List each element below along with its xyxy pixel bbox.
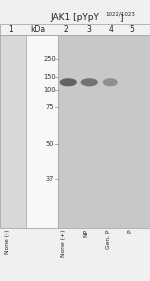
- Text: JAK1 [pYpY: JAK1 [pYpY: [51, 13, 99, 22]
- Text: 1: 1: [8, 25, 13, 34]
- Text: NP: NP: [84, 229, 88, 237]
- Text: 250: 250: [43, 56, 56, 62]
- Text: 5: 5: [130, 25, 134, 34]
- Bar: [0, 35, 150, 228]
- Text: 150: 150: [43, 74, 56, 80]
- Text: None (+): None (+): [61, 229, 66, 257]
- Text: 37: 37: [45, 176, 54, 182]
- Text: 4: 4: [109, 25, 113, 34]
- Bar: [0, 35, 26, 228]
- Bar: [26, 35, 58, 228]
- Text: 3: 3: [86, 25, 91, 34]
- Text: P: P: [127, 229, 132, 233]
- Text: 100: 100: [43, 87, 56, 93]
- Text: 1022/1023: 1022/1023: [106, 11, 136, 16]
- Ellipse shape: [81, 78, 98, 86]
- Text: ]: ]: [119, 13, 123, 22]
- Bar: [58, 35, 150, 228]
- Text: 75: 75: [45, 104, 54, 110]
- Text: kDa: kDa: [30, 25, 45, 34]
- Text: None (-): None (-): [6, 229, 10, 253]
- Text: 50: 50: [45, 141, 54, 147]
- Ellipse shape: [103, 78, 118, 86]
- Ellipse shape: [60, 78, 77, 86]
- Text: 2: 2: [64, 25, 68, 34]
- Bar: [0, 24, 150, 35]
- Text: Gen. P: Gen. P: [106, 229, 111, 248]
